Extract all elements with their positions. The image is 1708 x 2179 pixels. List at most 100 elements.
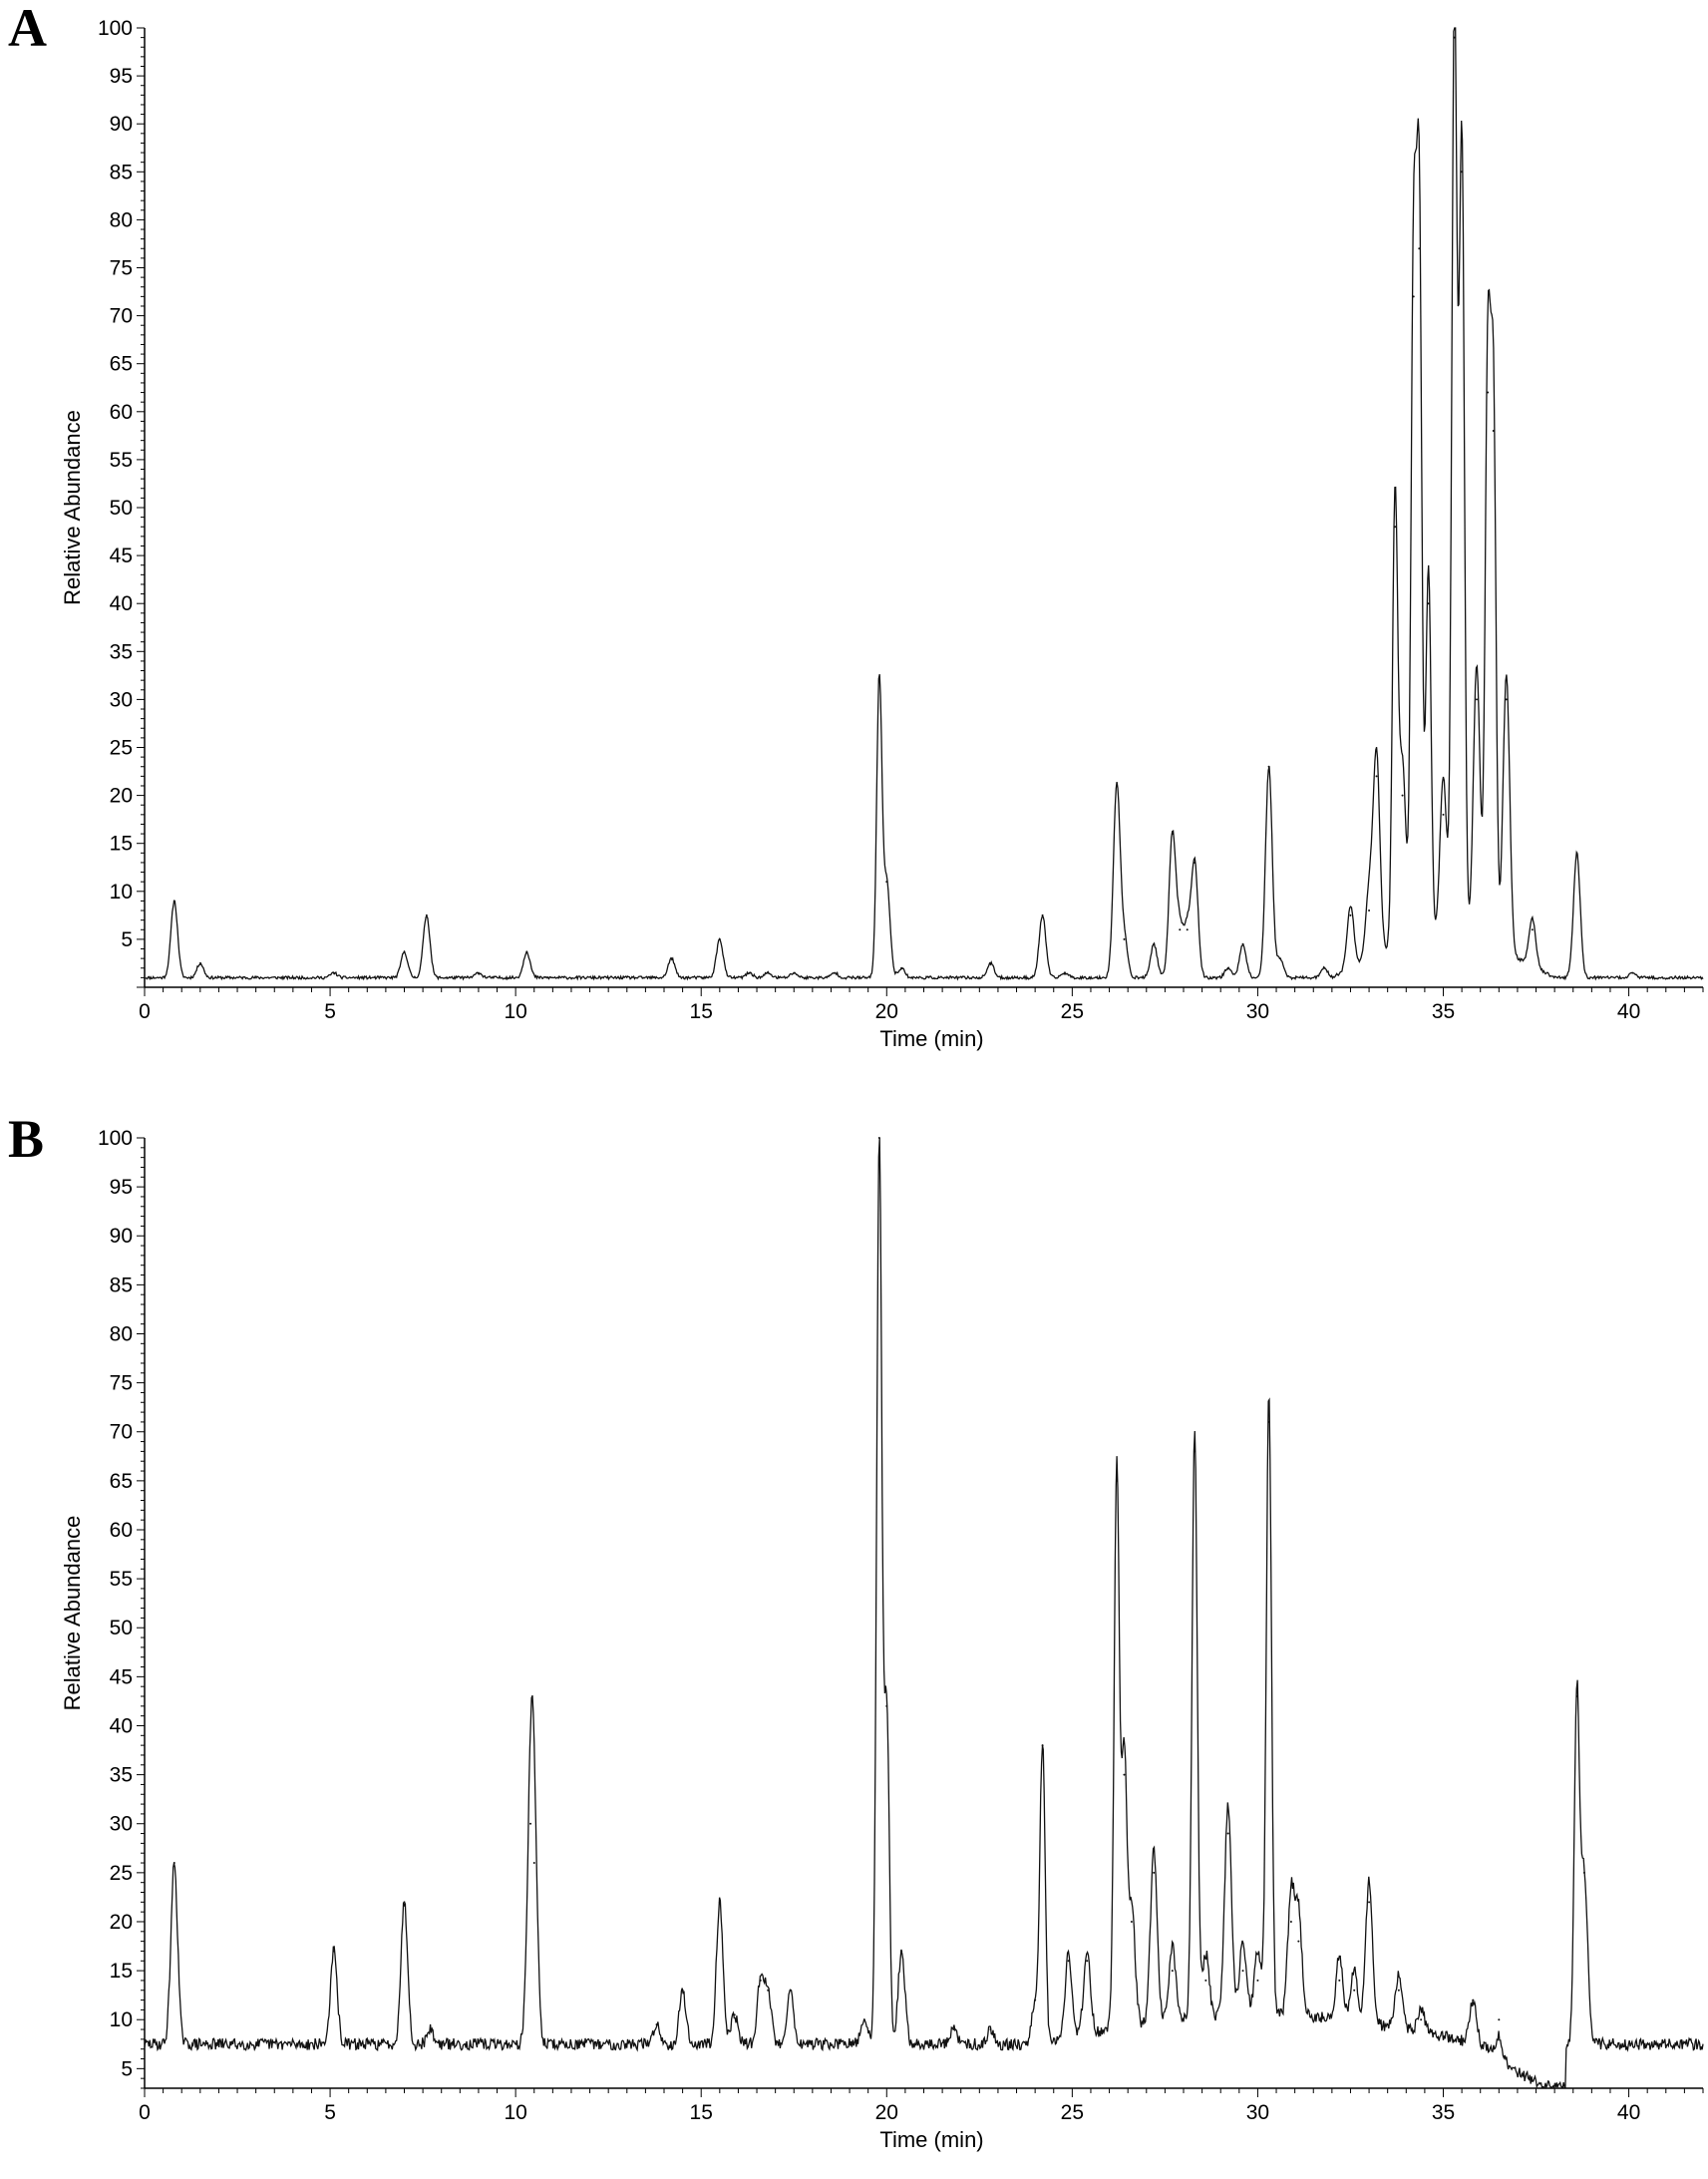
peak-point <box>1418 247 1421 250</box>
x-tick-label: 25 <box>1061 1000 1084 1023</box>
peak-point <box>1368 909 1371 912</box>
x-tick-label: 35 <box>1432 1000 1455 1023</box>
y-tick-label: 60 <box>110 1519 133 1542</box>
peak-point <box>1226 1832 1229 1835</box>
peak-point <box>1505 698 1508 701</box>
x-tick-label: 40 <box>1617 2101 1640 2124</box>
peak-point <box>1171 833 1174 836</box>
peak-point <box>834 971 837 974</box>
peak-point <box>1067 1960 1070 1963</box>
y-tick-label: 60 <box>110 401 133 424</box>
peak-point <box>1226 966 1229 969</box>
panel-a-chart: 5101520253035404550556065707580859095100… <box>60 17 1704 1051</box>
peak-point <box>172 900 175 903</box>
y-tick-label: 65 <box>110 1470 133 1493</box>
peak-point <box>477 971 480 974</box>
y-tick-label: 25 <box>110 737 133 760</box>
y-tick-label: 35 <box>110 640 133 663</box>
peak-point <box>1401 794 1404 797</box>
x-tick-label: 0 <box>139 1000 151 1023</box>
y-tick-label: 30 <box>110 688 133 711</box>
peak-point <box>1123 1773 1126 1776</box>
peak-point <box>670 957 673 960</box>
y-tick-label: 100 <box>98 1127 133 1150</box>
x-tick-label: 15 <box>690 1000 713 1023</box>
y-tick-label: 90 <box>110 1225 133 1248</box>
peak-point <box>1123 937 1126 940</box>
y-tick-label: 85 <box>110 1273 133 1296</box>
y-tick-label: 95 <box>110 1176 133 1199</box>
peak-point <box>1041 1744 1044 1747</box>
peak-point <box>1575 852 1578 855</box>
chromatogram-trace <box>144 1137 1704 2090</box>
panel-b-letter: B <box>8 1109 44 1169</box>
y-tick-label: 85 <box>110 161 133 183</box>
peak-point <box>525 950 528 953</box>
y-tick-label: 75 <box>110 257 133 280</box>
peak-point <box>1297 1940 1300 1943</box>
peak-point <box>1631 971 1634 974</box>
peak-point <box>1375 775 1378 778</box>
peak-point <box>1453 36 1456 39</box>
x-tick-label: 35 <box>1432 2101 1455 2124</box>
peak-point <box>1041 913 1044 916</box>
peak-point <box>429 2028 432 2031</box>
y-tick-label: 5 <box>121 928 133 951</box>
x-tick-label: 40 <box>1617 1000 1640 1023</box>
y-tick-label: 40 <box>110 592 133 615</box>
peak-point <box>1267 1420 1270 1423</box>
peak-point <box>1531 928 1534 931</box>
y-axis-title: Relative Abundance <box>60 410 85 605</box>
peak-point <box>989 2028 992 2031</box>
peak-point <box>1153 942 1156 945</box>
peak-point <box>900 1950 903 1953</box>
peak-point <box>1475 698 1478 701</box>
peak-point <box>1194 861 1196 864</box>
peak-point <box>1472 1998 1475 2001</box>
peak-point <box>403 1901 406 1904</box>
peak-point <box>655 2023 658 2026</box>
peak-point <box>1349 913 1352 916</box>
peak-point <box>718 1901 721 1904</box>
peak-point <box>425 913 428 916</box>
x-tick-label: 10 <box>504 1000 526 1023</box>
peak-point <box>1487 391 1490 394</box>
peak-point <box>885 1704 888 1707</box>
peak-point <box>1194 1450 1196 1453</box>
y-tick-label: 55 <box>110 449 133 472</box>
peak-point <box>1289 1920 1292 1923</box>
peak-point <box>332 1950 335 1953</box>
y-tick-label: 70 <box>110 305 133 328</box>
x-axis-title: Time (min) <box>879 1026 983 1051</box>
y-tick-label: 10 <box>110 2008 133 2031</box>
y-tick-label: 95 <box>110 65 133 88</box>
peak-point <box>681 1989 684 1992</box>
peak-point <box>793 971 796 974</box>
peak-point <box>1116 784 1119 787</box>
peak-point <box>1646 2042 1649 2045</box>
peak-point <box>532 1862 535 1865</box>
peak-point <box>1420 2018 1423 2021</box>
x-tick-label: 30 <box>1246 1000 1269 1023</box>
peak-point <box>767 971 770 974</box>
y-tick-label: 80 <box>110 1322 133 1345</box>
peak-point <box>1575 1695 1578 1698</box>
peak-point <box>1394 526 1397 529</box>
x-tick-label: 20 <box>875 1000 898 1023</box>
x-tick-label: 25 <box>1061 2101 1084 2124</box>
peak-point <box>718 937 721 940</box>
x-tick-label: 5 <box>324 2101 336 2124</box>
peak-point <box>1171 1970 1174 1973</box>
peak-point <box>1338 1979 1341 1982</box>
peak-point <box>900 966 903 969</box>
x-tick-label: 10 <box>504 2101 526 2124</box>
y-tick-label: 30 <box>110 1813 133 1836</box>
panel-b-chart: 5101520253035404550556065707580859095100… <box>60 1127 1704 2152</box>
peak-point <box>748 971 751 974</box>
peak-point <box>1492 430 1495 433</box>
peak-point <box>1256 1979 1259 1982</box>
peak-point <box>759 1979 762 1982</box>
peak-point <box>1323 966 1326 969</box>
peak-point <box>1582 1871 1585 1874</box>
